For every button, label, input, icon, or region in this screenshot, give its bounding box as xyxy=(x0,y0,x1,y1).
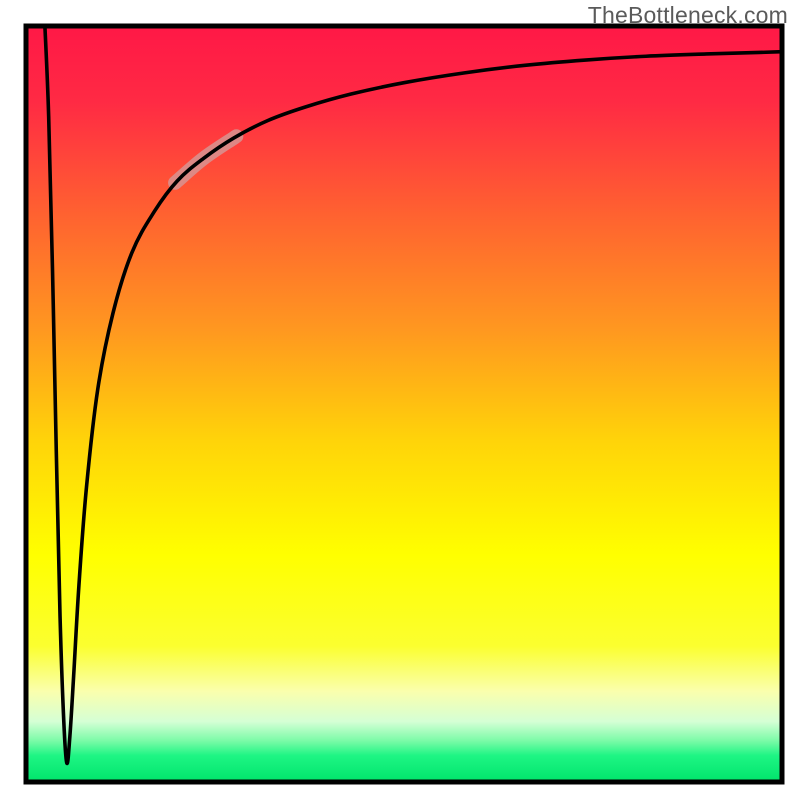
watermark-text: TheBottleneck.com xyxy=(588,2,788,29)
chart-container: TheBottleneck.com xyxy=(0,0,800,800)
bottleneck-curve-chart xyxy=(0,0,800,800)
plot-background xyxy=(26,26,782,782)
